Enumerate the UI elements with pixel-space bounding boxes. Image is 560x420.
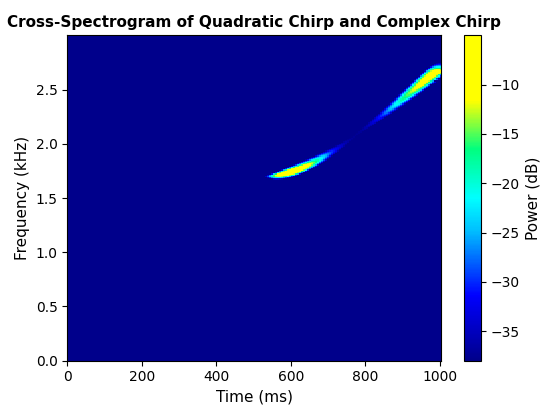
Title: Cross-Spectrogram of Quadratic Chirp and Complex Chirp: Cross-Spectrogram of Quadratic Chirp and…	[7, 15, 501, 30]
Y-axis label: Power (dB): Power (dB)	[525, 156, 540, 240]
Y-axis label: Frequency (kHz): Frequency (kHz)	[15, 136, 30, 260]
X-axis label: Time (ms): Time (ms)	[216, 390, 293, 405]
